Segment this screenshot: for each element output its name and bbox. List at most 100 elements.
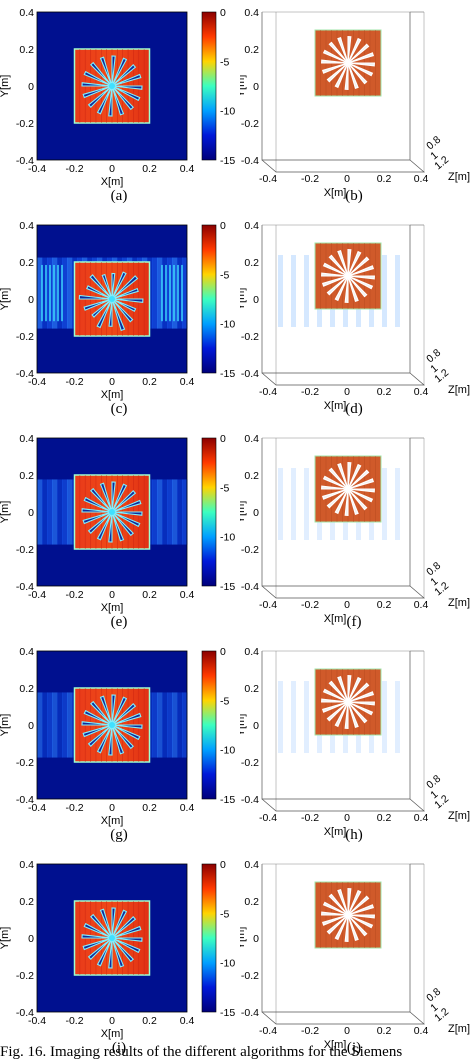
image-3d-plot: 0.4 0.2 0 -0.2 -0.4 Y[m] -0.4 -0.2 0 0.2 0.4 X[m] 0.…: [235, 7, 470, 199]
star-spoke: [108, 724, 113, 756]
star-spoke: [337, 675, 349, 703]
star-spoke: [344, 701, 349, 729]
star-spoke: [347, 701, 359, 729]
star-spoke: [81, 508, 113, 513]
star-spoke: [321, 701, 349, 713]
x3d-tick-label: -0.4: [259, 599, 277, 611]
x-tick-label: -0.2: [65, 1015, 83, 1027]
star-spoke: [111, 694, 116, 726]
star-spoke: [89, 274, 113, 300]
clutter-stripe: [67, 479, 73, 545]
y3d-tick-label: -0.4: [241, 155, 259, 167]
x-axis-label: X[m]: [101, 602, 124, 614]
star-spoke: [89, 487, 113, 513]
colorbar-tick-label: 0: [220, 220, 226, 232]
clutter-stripe: [37, 479, 43, 545]
star-spoke: [111, 275, 139, 300]
clutter-stripe: [37, 692, 43, 758]
subfigure-label: (a): [110, 188, 128, 204]
clutter-stripe: [152, 692, 158, 758]
colorbar-tick-label: -15: [220, 155, 235, 167]
clutter-stripe: [57, 264, 59, 322]
star-spoke: [337, 888, 349, 916]
x3d-axis-label: X[m]: [324, 613, 347, 625]
x3d-axis-label: X[m]: [324, 1039, 347, 1051]
siemens-star: [81, 907, 143, 969]
axis-frame: [261, 651, 411, 800]
clutter-stripe: [57, 692, 63, 758]
star-spoke: [344, 62, 349, 90]
clutter-stripe: [67, 257, 73, 329]
x3d-tick-label: 0: [344, 386, 350, 398]
star-spoke: [347, 275, 374, 290]
image-2d-plot: -0.4 -0.2 0 0.2 0.4 0.4 0.2 0 -0.2 -0.4 X[m] Y[m] 0 -…: [0, 7, 235, 188]
star-spoke: [321, 488, 349, 500]
image-2d-plot: -0.4 -0.2 0 0.2 0.4 0.4 0.2 0 -0.2 -0.4 X[m] Y[m] 0 -…: [0, 859, 235, 1040]
star-spoke: [111, 85, 143, 90]
clutter-stripe: [161, 264, 163, 322]
star-spoke: [89, 913, 113, 939]
clutter-stripe: [177, 264, 179, 322]
clutter-stripe: [395, 255, 400, 327]
x-tick-label: 0.2: [142, 163, 157, 175]
z3d-tick-label: 0.8: [424, 560, 443, 579]
star-spoke: [347, 62, 368, 85]
clutter-stripe: [67, 692, 73, 758]
image-3d-panel: 0.4 0.2 0 -0.2 -0.4 Y[m] -0.4 -0.2 0 0.2 0.4 X[m] 0.…: [235, 0, 474, 200]
star-spoke: [108, 85, 113, 117]
colorbar: [201, 224, 217, 374]
star-spoke: [347, 895, 370, 916]
clutter-stripe: [172, 692, 178, 758]
clutter-stripe: [304, 681, 309, 753]
colorbar-tick-label: -5: [220, 696, 229, 708]
star-spoke: [347, 889, 362, 916]
clutter-stripe: [157, 257, 163, 329]
star-spoke: [91, 298, 113, 318]
star-spoke: [347, 478, 375, 490]
colorbar: [201, 437, 217, 587]
x-tick-label: 0.2: [142, 589, 157, 601]
x3d-tick-label: 0: [344, 1025, 350, 1037]
colorbar-tick-label: -15: [220, 794, 235, 806]
star-spoke: [347, 914, 374, 929]
x3d-axis-label: X[m]: [324, 826, 347, 838]
star-spoke: [321, 698, 349, 703]
clutter-stripe: [52, 479, 58, 545]
star-spoke: [82, 511, 113, 525]
colorbar-tick-label: -10: [220, 532, 235, 544]
star-spoke: [334, 62, 349, 89]
y-tick-label: -0.2: [16, 970, 34, 982]
z3d-tick-label: 0.8: [424, 773, 443, 792]
star-spoke: [111, 272, 116, 300]
clutter-stripe: [278, 255, 283, 327]
clutter-stripe: [62, 692, 68, 758]
star-spoke: [111, 937, 141, 954]
image-3d-plot: 0.4 0.2 0 -0.2 -0.4 Y[m] -0.4 -0.2 0 0.2 0.4 X[m] 0.…: [235, 433, 470, 625]
clutter-stripe: [162, 257, 168, 329]
x3d-tick-label: 0.2: [377, 599, 392, 611]
star-spoke: [111, 63, 137, 87]
y-tick-label: 0.2: [19, 683, 34, 695]
clutter-stripe: [57, 479, 63, 545]
star-spoke: [321, 59, 349, 64]
y-axis-label: Y[m]: [0, 501, 11, 524]
image-2d-panel: -0.4 -0.2 0 0.2 0.4 0.4 0.2 0 -0.2 -0.4 X[m] Y[m] 0 -…: [0, 639, 240, 839]
x3d-tick-label: -0.2: [301, 386, 319, 398]
star-spoke: [111, 298, 126, 332]
x3d-tick-label: -0.4: [259, 173, 277, 185]
x3d-tick-label: 0.4: [414, 599, 429, 611]
star-spoke: [96, 298, 113, 329]
star-spoke: [321, 272, 349, 277]
star-spoke: [347, 469, 370, 490]
colorbar: [201, 11, 217, 161]
image-3d-panel: 0.4 0.2 0 -0.2 -0.4 Y[m] -0.4 -0.2 0 0.2 0.4 X[m] 0.…: [235, 852, 474, 1052]
star-spoke: [111, 511, 143, 516]
star-spoke: [96, 511, 113, 541]
star-spoke: [347, 463, 362, 490]
x3d-tick-label: 0.4: [414, 386, 429, 398]
star-spoke: [82, 724, 113, 738]
x-axis-label: X[m]: [101, 815, 124, 827]
image-2d-plot: -0.4 -0.2 0 0.2 0.4 0.4 0.2 0 -0.2 -0.4 X[m] Y[m] 0 -…: [0, 433, 235, 614]
star-spoke: [344, 488, 349, 516]
y-tick-label: 0.4: [19, 859, 34, 871]
